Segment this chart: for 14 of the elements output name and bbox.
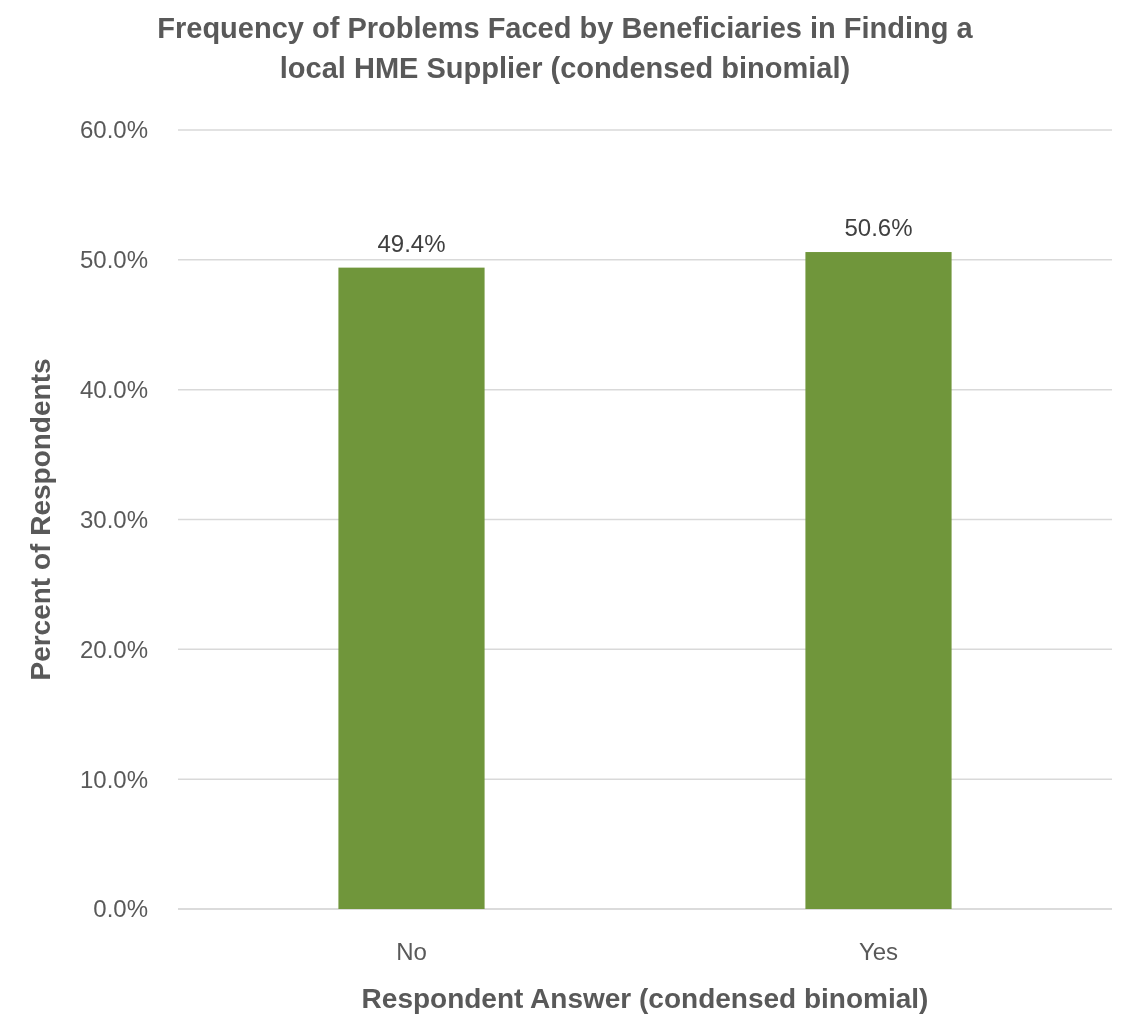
- y-tick-label: 30.0%: [79, 505, 148, 533]
- x-axis-title: Respondent Answer (condensed binomial): [361, 983, 929, 1014]
- chart-title: Frequency of Problems Faced by Beneficiaries in Finding a local HME Supplier (condensed binomial): [157, 12, 974, 84]
- y-tick-label: 40.0%: [79, 376, 148, 404]
- data-label: 49.4%: [377, 229, 446, 257]
- y-tick-label: 20.0%: [79, 635, 148, 663]
- y-tick-label: 50.0%: [79, 246, 148, 274]
- y-tick-label: 0.0%: [93, 895, 148, 923]
- y-tick-label: 60.0%: [79, 116, 148, 144]
- data-label: 50.6%: [844, 214, 913, 242]
- x-tick-label: Yes: [858, 938, 899, 965]
- y-tick-label: 10.0%: [79, 765, 148, 793]
- y-axis-title: Percent of Respondents: [25, 358, 56, 681]
- x-tick-label: No: [396, 938, 427, 965]
